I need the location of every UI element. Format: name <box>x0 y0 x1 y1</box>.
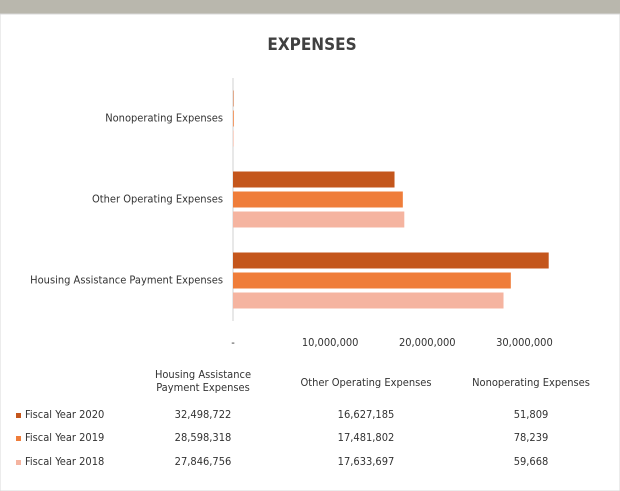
y-tick-label: Housing Assistance Payment Expenses <box>30 274 223 287</box>
table-header: Housing Assistance Payment Expenses <box>154 368 252 394</box>
table-value: 59,668 <box>513 455 549 468</box>
table-value: 17,633,697 <box>337 455 395 468</box>
bar <box>233 272 511 289</box>
bar <box>233 90 234 107</box>
bar <box>233 130 234 147</box>
legend-entry: Fiscal Year 2018 <box>16 455 104 468</box>
table-value: 32,498,722 <box>174 408 232 421</box>
x-tick-label: 20,000,000 <box>399 336 456 349</box>
bar <box>233 191 403 208</box>
bar <box>233 252 549 269</box>
legend-key <box>16 412 21 418</box>
legend-key <box>16 435 21 441</box>
bar <box>233 171 395 188</box>
table-value: 27,846,756 <box>174 455 232 468</box>
table-value: 16,627,185 <box>337 408 395 421</box>
legend-entry: Fiscal Year 2020 <box>16 408 104 421</box>
table-value: 78,239 <box>513 431 549 444</box>
top-banner <box>0 0 620 14</box>
legend-label: Fiscal Year 2020 <box>25 408 105 421</box>
y-tick-label: Nonoperating Expenses <box>105 112 223 125</box>
x-tick-label: - <box>231 336 235 349</box>
x-tick-label: 10,000,000 <box>302 336 359 349</box>
legend-key <box>16 459 21 465</box>
legend-label: Fiscal Year 2019 <box>25 431 105 444</box>
table-header: Other Operating Expenses <box>300 376 432 389</box>
legend-entry: Fiscal Year 2019 <box>16 431 104 444</box>
y-tick-label: Other Operating Expenses <box>92 193 223 206</box>
table-value: 28,598,318 <box>174 431 232 444</box>
table-value: 17,481,802 <box>337 431 395 444</box>
bar <box>233 211 405 228</box>
x-tick-label: 30,000,000 <box>496 336 553 349</box>
legend-label: Fiscal Year 2018 <box>25 455 105 468</box>
bar <box>233 110 234 127</box>
table-header: Nonoperating Expenses <box>472 376 590 389</box>
bar <box>233 292 504 309</box>
table-value: 51,809 <box>513 408 549 421</box>
chart-title: EXPENSES <box>267 35 356 55</box>
